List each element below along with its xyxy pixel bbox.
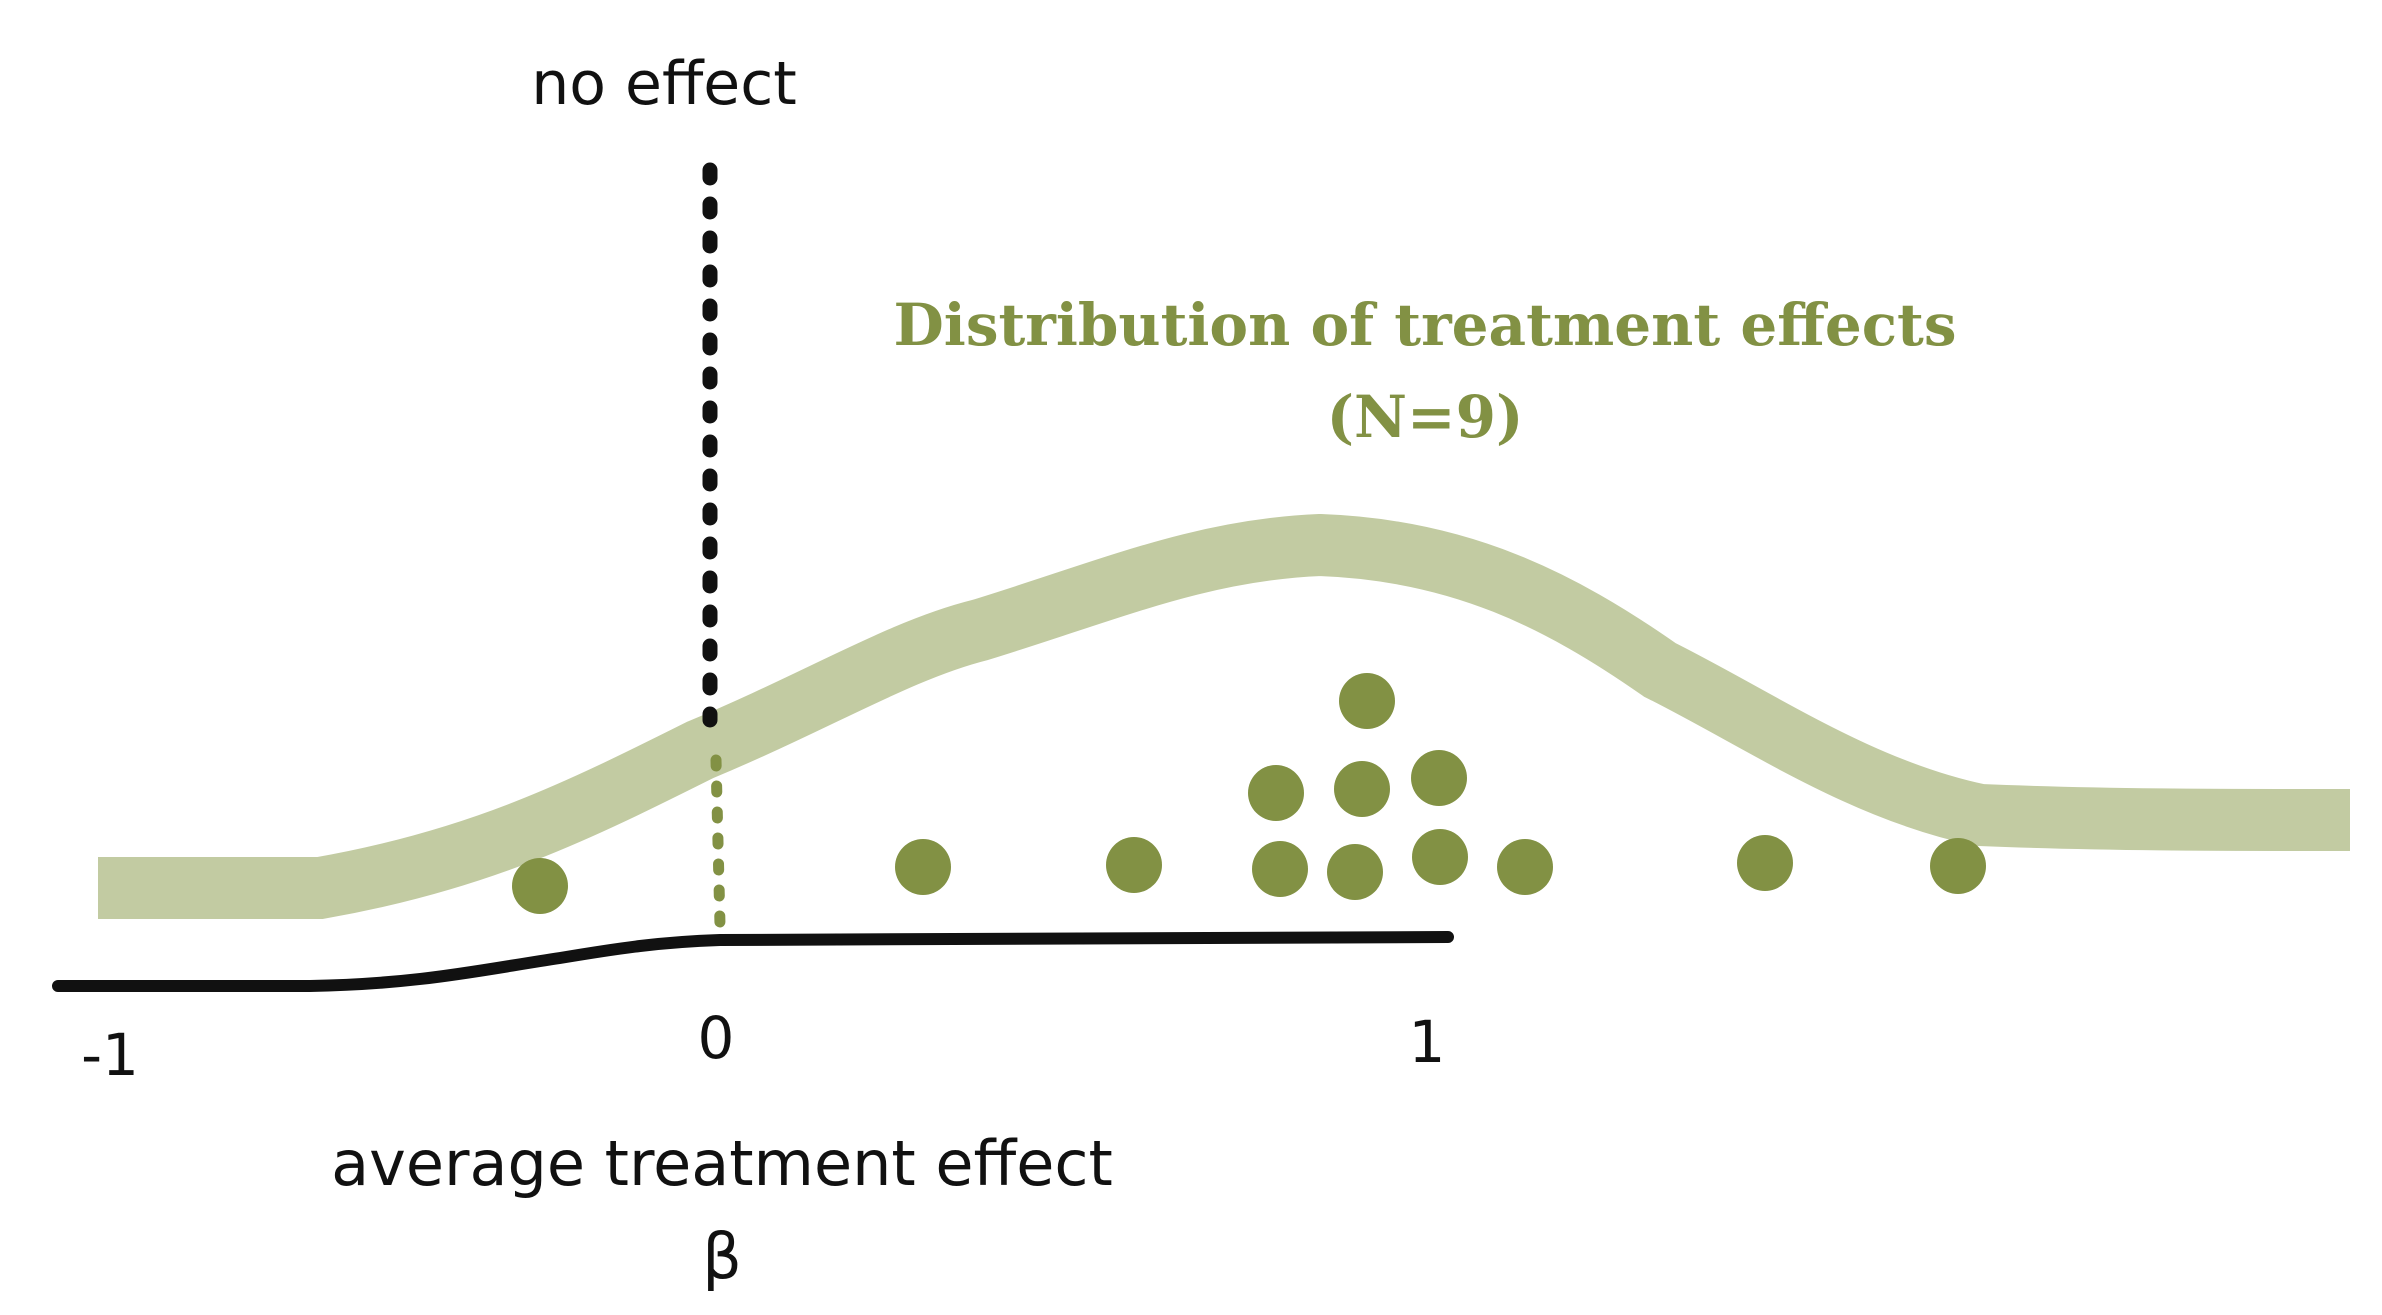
data-point [1106,837,1162,893]
axis-title: average treatment effect [331,1127,1113,1200]
treatment-effect-points [512,673,1986,914]
distribution-title: Distribution of treatment effects [893,291,1956,359]
data-point [895,839,951,895]
no-effect-label: no effect [531,49,797,119]
distribution-curve [98,513,2351,919]
tick-label-minus-one: -1 [81,1021,139,1089]
data-point [1252,841,1308,897]
data-point [1411,750,1467,806]
data-point [512,858,568,914]
no-effect-line-lower [710,754,726,931]
data-point [1930,838,1986,894]
data-point [1334,761,1390,817]
data-point [1497,839,1553,895]
data-point [1327,844,1383,900]
data-point [1339,673,1395,729]
tick-label-one: 1 [1409,1008,1446,1076]
tick-label-zero: 0 [698,1004,735,1072]
effect-axis [52,931,1454,992]
data-point [1737,835,1793,891]
axis-symbol: β [702,1220,742,1293]
distribution-count: (N=9) [1327,383,1524,451]
data-point [1412,829,1468,885]
data-point [1248,765,1304,821]
